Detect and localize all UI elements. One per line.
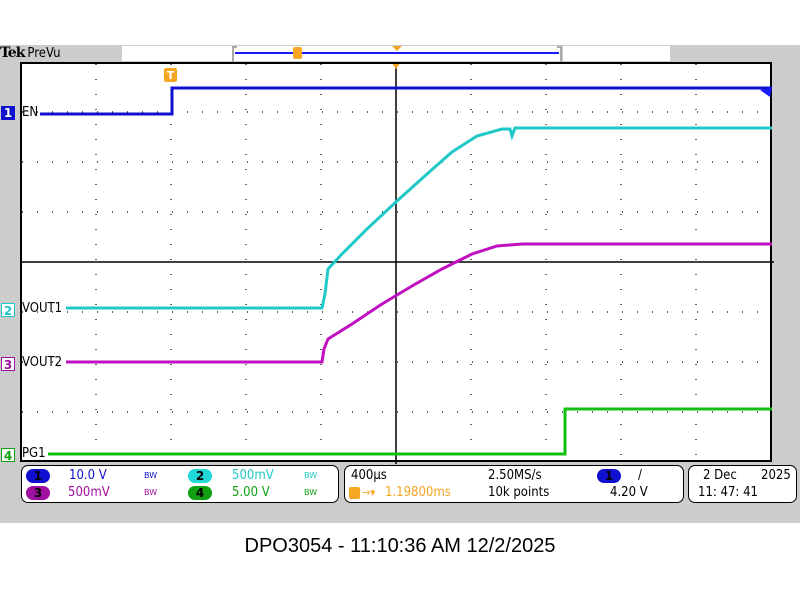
record-line xyxy=(235,52,559,54)
ch2-marker[interactable]: 2 xyxy=(1,303,15,318)
ch4-marker[interactable]: 4 xyxy=(1,448,15,463)
status-area-right xyxy=(563,46,670,61)
ch1-marker[interactable]: 1 xyxy=(1,106,15,120)
record-view-bar[interactable] xyxy=(232,46,562,64)
ch2-badge[interactable]: 2 xyxy=(188,469,212,483)
trigger-source-badge[interactable]: 1 xyxy=(597,469,621,483)
acquisition-mode: PreVu xyxy=(27,46,61,61)
ch1-badge[interactable]: 1 xyxy=(26,469,50,483)
ch2-bw-limit: BW xyxy=(304,471,318,480)
trigger-slope-icon[interactable]: / xyxy=(638,468,642,483)
trigger-position-marker xyxy=(293,47,302,59)
arrow-icon: →▾ xyxy=(362,486,376,499)
horizontal-trigger-panel[interactable]: 400µs 2.50MS/s 1 / →▾ 1.19800ms 10k poin… xyxy=(344,465,684,503)
ch1-bw-limit: BW xyxy=(144,471,158,480)
screenshot-caption: DPO3054 - 11:10:36 AM 12/2/2025 xyxy=(244,535,556,557)
sample-rate: 2.50MS/s xyxy=(488,468,542,483)
tek-logo: Tek xyxy=(0,45,25,61)
ch4-bw-limit: BW xyxy=(304,488,318,497)
time: 11: 47: 41 xyxy=(698,485,758,500)
ch3-marker[interactable]: 3 xyxy=(1,357,15,372)
ch4-badge[interactable]: 4 xyxy=(188,486,212,500)
vertical-settings-panel[interactable]: 1 10.0 V BW 2 500mV BW 3 500mV BW 4 5.00… xyxy=(21,465,339,503)
timebase-scale[interactable]: 400µs xyxy=(351,468,387,483)
record-length[interactable]: 10k points xyxy=(488,485,550,500)
center-marker-icon xyxy=(392,46,402,51)
ch3-scale[interactable]: 500mV xyxy=(68,485,110,500)
ch2-label: VOUT1 xyxy=(22,301,63,316)
brand-header: Tek PreVu xyxy=(0,45,61,61)
ch3-label: VOUT2 xyxy=(22,355,63,370)
trigger-position[interactable]: 1.19800ms xyxy=(385,485,451,500)
ch3-badge[interactable]: 3 xyxy=(26,486,50,500)
date: 2 Dec xyxy=(703,468,737,483)
trigger-level[interactable]: 4.20 V xyxy=(610,485,648,500)
ch1-scale[interactable]: 10.0 V xyxy=(69,468,107,483)
datetime-panel: 2 Dec 2025 11: 47: 41 xyxy=(688,465,797,503)
ch1-label: EN xyxy=(22,105,39,120)
ch2-scale[interactable]: 500mV xyxy=(232,468,274,483)
graticule: T xyxy=(20,62,774,464)
waveform-display: T xyxy=(22,64,774,464)
year: 2025 xyxy=(761,468,791,483)
ch3-bw-limit: BW xyxy=(144,488,158,497)
trigger-marker-icon xyxy=(164,68,177,82)
trigger-time-icon xyxy=(349,487,360,499)
svg-text:T: T xyxy=(167,69,175,82)
ch4-scale[interactable]: 5.00 V xyxy=(232,485,270,500)
ch4-label: PG1 xyxy=(22,446,46,461)
